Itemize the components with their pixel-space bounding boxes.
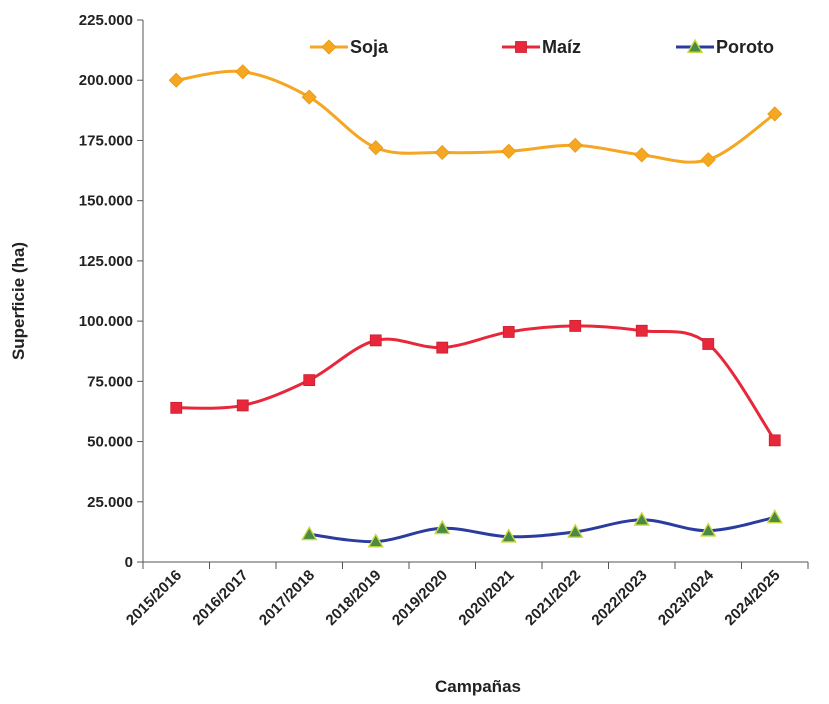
- data-point-maiz: [436, 341, 449, 354]
- data-point-poroto: [500, 528, 517, 543]
- x-tick-label: 2018/2019: [322, 567, 384, 629]
- data-point-maiz: [303, 374, 316, 387]
- data-point-maiz: [768, 434, 781, 447]
- legend-marker-soja: [321, 39, 337, 55]
- axes: [142, 20, 808, 563]
- data-point-maiz: [236, 399, 249, 412]
- legend-label-maiz: Maíz: [542, 37, 581, 57]
- data-point-poroto: [766, 509, 783, 524]
- x-axis-ticks: 2015/2016 2016/2017 2017/2018 2018/2019 2019…: [123, 562, 809, 629]
- legend: Soja Maíz Poroto: [310, 37, 774, 57]
- x-tick-label: 2017/2018: [256, 567, 318, 629]
- y-axis-ticks: 0 25.000 50.000 75.000 100.000 125.000 150.000…: [79, 12, 143, 571]
- y-tick-label: 75.000: [87, 373, 133, 390]
- data-point-soja: [368, 140, 384, 156]
- data-point-soja: [235, 64, 251, 80]
- series-line-poroto: [307, 515, 777, 544]
- data-point-maiz: [502, 326, 515, 338]
- series-line-soja: [174, 69, 777, 164]
- legend-label-poroto: Poroto: [716, 37, 774, 57]
- data-point-poroto: [567, 523, 584, 538]
- data-point-maiz: [170, 401, 183, 414]
- data-point-poroto: [434, 519, 451, 535]
- data-point-poroto: [301, 525, 318, 541]
- legend-item-soja: Soja: [310, 37, 389, 57]
- x-tick-label: 2020/2021: [455, 567, 517, 629]
- data-point-maiz: [635, 324, 648, 337]
- y-tick-label: 175.000: [79, 132, 133, 149]
- data-point-soja: [700, 152, 716, 168]
- y-tick-label: 125.000: [79, 253, 133, 270]
- y-tick-label: 225.000: [79, 12, 133, 29]
- data-point-soja: [567, 137, 583, 153]
- x-tick-label: 2015/2016: [123, 567, 185, 629]
- data-point-poroto: [700, 522, 717, 537]
- data-point-maiz: [702, 338, 715, 350]
- x-tick-label: 2023/2024: [655, 566, 718, 629]
- legend-label-soja: Soja: [350, 37, 389, 57]
- data-point-poroto: [367, 533, 384, 548]
- series-layer: [168, 64, 783, 548]
- x-tick-label: 2016/2017: [189, 567, 251, 629]
- y-tick-label: 25.000: [87, 494, 133, 511]
- data-point-soja: [301, 89, 317, 105]
- legend-marker-poroto: [686, 38, 704, 53]
- series-soja: [168, 64, 783, 168]
- series-maiz: [170, 320, 781, 447]
- y-tick-label: 150.000: [79, 193, 133, 210]
- y-tick-label: 200.000: [79, 72, 133, 89]
- data-point-soja: [767, 106, 783, 122]
- x-tick-label: 2019/2020: [389, 567, 451, 629]
- y-tick-label: 100.000: [79, 313, 133, 330]
- y-tick-label: 50.000: [87, 434, 133, 451]
- data-point-soja: [434, 144, 450, 161]
- data-point-maiz: [569, 320, 582, 332]
- legend-item-maiz: Maíz: [502, 37, 581, 57]
- y-tick-label: 0: [125, 554, 133, 571]
- x-tick-label: 2021/2022: [522, 567, 584, 629]
- data-point-maiz: [369, 334, 382, 347]
- x-tick-label: 2022/2023: [588, 567, 650, 629]
- data-point-soja: [501, 143, 517, 159]
- legend-item-poroto: Poroto: [676, 37, 774, 57]
- series-line-maiz: [174, 324, 777, 442]
- data-point-poroto: [633, 511, 650, 526]
- data-point-soja: [168, 72, 184, 88]
- series-poroto: [301, 509, 783, 548]
- x-axis-title: Campañas: [435, 677, 521, 696]
- data-point-soja: [634, 147, 650, 163]
- legend-marker-maiz: [515, 41, 527, 53]
- y-axis-title: Superficie (ha): [9, 242, 28, 360]
- x-tick-label: 2024/2025: [721, 567, 783, 629]
